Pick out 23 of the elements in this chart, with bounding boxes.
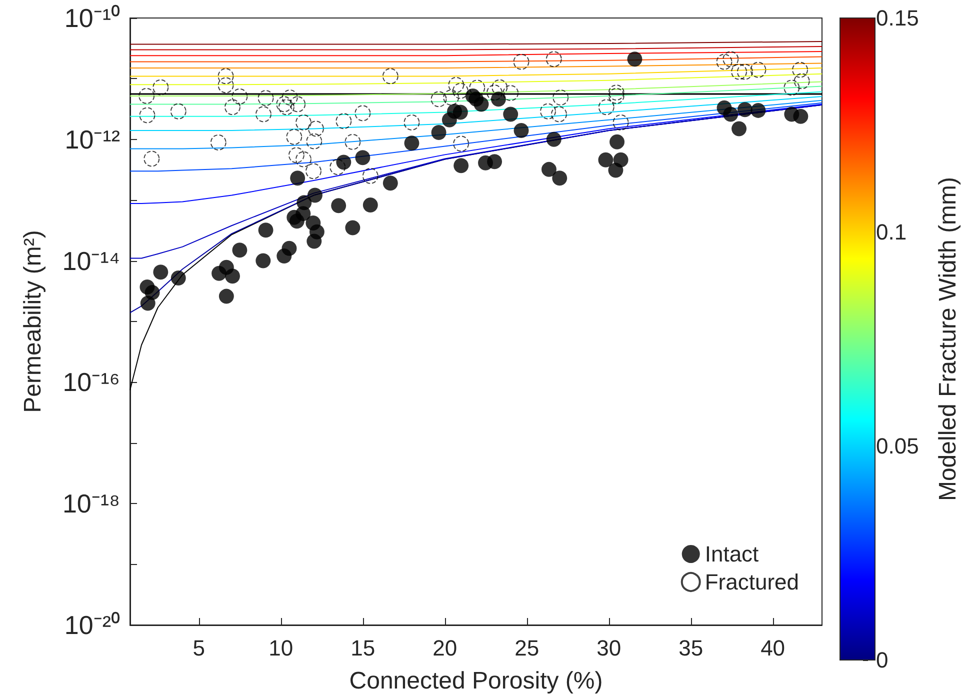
y-tick-label: 10⁻¹⁶: [62, 367, 120, 398]
color-bar-title: Modelled Fracture Width (mm): [934, 176, 961, 502]
color-bar-label: 0.15: [876, 6, 919, 30]
y-tick-label: 10⁻¹⁴: [62, 246, 120, 276]
x-tick-label: 5: [192, 636, 205, 660]
x-tick-label: 35: [678, 636, 704, 660]
y-tick-label: 10⁻¹⁸: [62, 488, 120, 519]
x-tick-label: 20: [432, 636, 458, 660]
color-bar-label: 0.05: [876, 434, 919, 458]
y-tick-label: 10⁻¹²: [64, 124, 120, 154]
y-axis-title: Permeability (m²): [20, 230, 46, 413]
x-tick-label: 30: [596, 636, 622, 660]
x-tick-label: 40: [760, 636, 786, 660]
legend-label: Intact: [704, 542, 759, 566]
x-tick-label: 25: [514, 636, 540, 660]
x-tick-label: 10: [268, 636, 294, 660]
y-tick-label: 10⁻²⁰: [64, 610, 120, 640]
color-bar-label: 0: [876, 648, 888, 672]
legend-label: Fractured: [704, 570, 800, 594]
x-axis-title: Connected Porosity (%): [349, 668, 603, 694]
color-bar-label: 0.1: [876, 220, 907, 244]
y-tick-label: 10⁻¹⁰: [64, 3, 120, 33]
x-tick-label: 15: [350, 636, 376, 660]
